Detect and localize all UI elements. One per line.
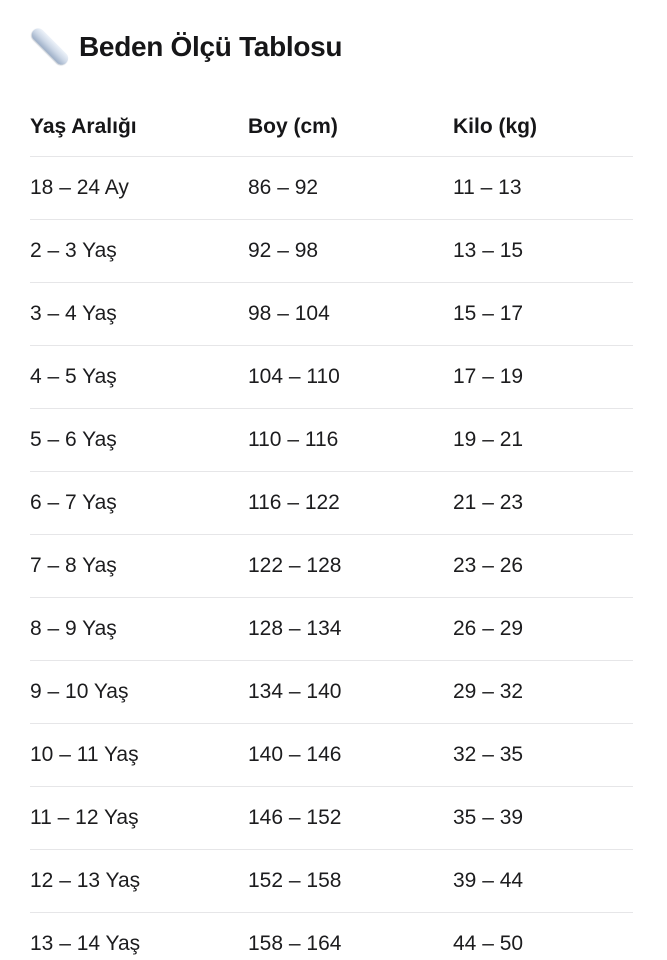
age-range-cell: 6 – 7 Yaş [30, 491, 117, 514]
height-cell: 146 – 152 [248, 806, 342, 829]
weight-cell: 23 – 26 [453, 554, 524, 577]
table-row: 7 – 8 Yaş 122 – 128 23 – 26 [30, 534, 633, 597]
page-header: Beden Ölçü Tablosu [29, 0, 633, 68]
weight-cell: 44 – 50 [453, 932, 524, 955]
table-row: 3 – 4 Yaş 98 – 104 15 – 17 [30, 282, 633, 345]
table-body: 18 – 24 Ay 86 – 92 11 – 13 2 – 3 Yaş 92 … [30, 156, 633, 960]
table-row: 8 – 9 Yaş 128 – 134 26 – 29 [30, 597, 633, 660]
column-header-weight: Kilo (kg) [453, 115, 537, 138]
height-cell: 152 – 158 [248, 869, 342, 892]
table-header-row: Yaş Aralığı Boy (cm) Kilo (kg) [30, 115, 633, 156]
age-range-cell: 11 – 12 Yaş [30, 806, 139, 829]
height-cell: 98 – 104 [248, 302, 330, 325]
height-cell: 110 – 116 [248, 428, 339, 451]
weight-cell: 29 – 32 [453, 680, 524, 703]
height-cell: 104 – 110 [248, 365, 340, 388]
table-row: 11 – 12 Yaş 146 – 152 35 – 39 [30, 786, 633, 849]
height-cell: 122 – 128 [248, 554, 342, 577]
age-range-cell: 2 – 3 Yaş [30, 239, 117, 262]
age-range-cell: 4 – 5 Yaş [30, 365, 117, 388]
table-row: 13 – 14 Yaş 158 – 164 44 – 50 [30, 912, 633, 960]
weight-cell: 35 – 39 [453, 806, 524, 829]
height-cell: 86 – 92 [248, 176, 319, 199]
age-range-cell: 13 – 14 Yaş [30, 932, 141, 955]
table-row: 2 – 3 Yaş 92 – 98 13 – 15 [30, 219, 633, 282]
table-row: 9 – 10 Yaş 134 – 140 29 – 32 [30, 660, 633, 723]
height-cell: 140 – 146 [248, 743, 342, 766]
height-cell: 128 – 134 [248, 617, 342, 640]
weight-cell: 17 – 19 [453, 365, 524, 388]
height-cell: 158 – 164 [248, 932, 342, 955]
weight-cell: 32 – 35 [453, 743, 524, 766]
age-range-cell: 12 – 13 Yaş [30, 869, 141, 892]
weight-cell: 15 – 17 [453, 302, 524, 325]
column-header-height: Boy (cm) [248, 115, 338, 138]
age-range-cell: 7 – 8 Yaş [30, 554, 117, 577]
table-row: 18 – 24 Ay 86 – 92 11 – 13 [30, 156, 633, 219]
table-row: 10 – 11 Yaş 140 – 146 32 – 35 [30, 723, 633, 786]
table-row: 12 – 13 Yaş 152 – 158 39 – 44 [30, 849, 633, 912]
weight-cell: 21 – 23 [453, 491, 524, 514]
weight-cell: 19 – 21 [453, 428, 524, 451]
height-cell: 116 – 122 [248, 491, 340, 514]
height-cell: 134 – 140 [248, 680, 342, 703]
age-range-cell: 3 – 4 Yaş [30, 302, 117, 325]
age-range-cell: 9 – 10 Yaş [30, 680, 129, 703]
age-range-cell: 10 – 11 Yaş [30, 743, 139, 766]
age-range-cell: 8 – 9 Yaş [30, 617, 117, 640]
ruler-icon-bar [29, 25, 71, 68]
age-range-cell: 5 – 6 Yaş [30, 428, 117, 451]
weight-cell: 39 – 44 [453, 869, 524, 892]
table-row: 6 – 7 Yaş 116 – 122 21 – 23 [30, 471, 633, 534]
table-row: 4 – 5 Yaş 104 – 110 17 – 19 [30, 345, 633, 408]
weight-cell: 26 – 29 [453, 617, 524, 640]
column-header-age: Yaş Aralığı [30, 115, 137, 138]
weight-cell: 11 – 13 [453, 176, 522, 199]
weight-cell: 13 – 15 [453, 239, 524, 262]
age-range-cell: 18 – 24 Ay [30, 176, 129, 199]
page-title: Beden Ölçü Tablosu [79, 31, 343, 62]
height-cell: 92 – 98 [248, 239, 319, 262]
ruler-icon [29, 25, 71, 68]
table-row: 5 – 6 Yaş 110 – 116 19 – 21 [30, 408, 633, 471]
